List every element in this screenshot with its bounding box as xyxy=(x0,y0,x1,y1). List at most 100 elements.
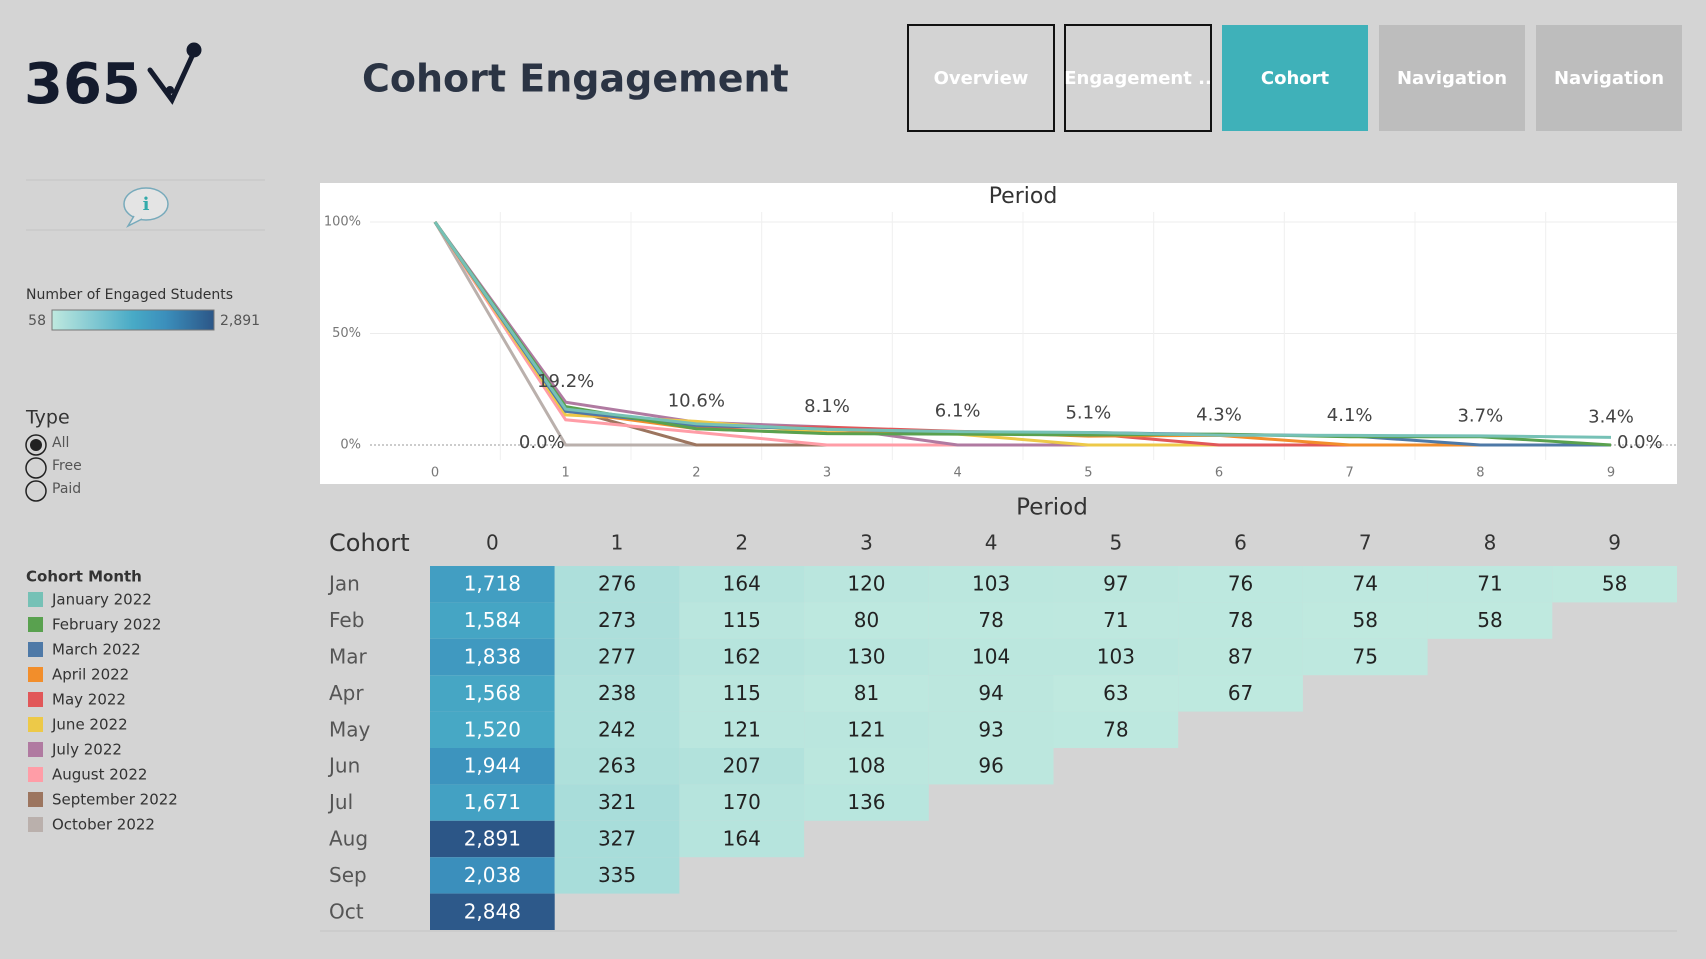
svg-text:i: i xyxy=(143,194,150,215)
legend-label: June 2022 xyxy=(51,716,128,734)
y-tick-label: 50% xyxy=(332,326,361,341)
radio-option[interactable]: Paid xyxy=(25,480,81,502)
table-cell xyxy=(804,748,929,785)
cell-value: 2,891 xyxy=(464,827,521,851)
cell-value: 2,848 xyxy=(464,899,521,923)
radio-dot[interactable] xyxy=(30,439,42,451)
cell-value: 74 xyxy=(1353,572,1378,596)
row-label: May xyxy=(329,717,371,741)
column-header: 3 xyxy=(860,531,873,555)
table-cell xyxy=(928,638,1054,676)
cell-value: 78 xyxy=(1228,608,1253,632)
legend-label: April 2022 xyxy=(52,666,129,684)
table-cell xyxy=(928,602,1054,639)
column-header: 6 xyxy=(1234,531,1247,555)
cell-value: 130 xyxy=(847,645,885,669)
table-cell xyxy=(554,784,680,821)
radio-option[interactable]: All xyxy=(25,434,69,456)
line xyxy=(433,221,1612,439)
cell-value: 277 xyxy=(598,645,636,669)
legend-title: Cohort Month xyxy=(26,568,142,586)
nav-button[interactable]: Navigation xyxy=(1379,25,1525,131)
cell-value: 80 xyxy=(854,608,879,632)
nav-button[interactable]: Engagement .. xyxy=(1064,24,1212,132)
cell-value: 75 xyxy=(1353,645,1378,669)
radio-label[interactable]: Paid xyxy=(52,481,81,497)
y-tick-label: 100% xyxy=(324,215,361,230)
nav-button[interactable]: Cohort xyxy=(1222,25,1368,131)
cell-value: 321 xyxy=(598,790,636,814)
table-cell xyxy=(679,675,805,712)
radio-label[interactable]: All xyxy=(52,435,69,451)
cell-value: 1,520 xyxy=(464,717,521,741)
legend-label: January 2022 xyxy=(51,591,152,609)
table-cell xyxy=(554,638,680,676)
row-label: Feb xyxy=(329,608,364,632)
table-cell xyxy=(554,820,680,858)
nav-button-label[interactable]: Navigation xyxy=(1554,68,1664,89)
cell-value: 335 xyxy=(598,863,636,887)
radio[interactable] xyxy=(25,457,47,479)
nav-button-bg[interactable] xyxy=(1536,25,1682,131)
nav-button-label[interactable]: Navigation xyxy=(1397,68,1507,89)
nav-button[interactable]: Navigation xyxy=(1536,25,1682,131)
table-cell xyxy=(430,566,555,603)
table-cell xyxy=(430,711,555,748)
table-cell xyxy=(928,748,1054,785)
cell-value: 263 xyxy=(598,754,636,778)
cell-value: 2,038 xyxy=(464,863,521,887)
table-cell xyxy=(1178,675,1303,712)
table-cell xyxy=(1302,602,1428,639)
table-cell xyxy=(554,602,680,639)
data-label: 10.6% xyxy=(668,390,725,411)
legend-label: September 2022 xyxy=(52,791,178,809)
row-label: Jul xyxy=(327,790,353,814)
radio-option[interactable]: Free xyxy=(25,457,82,479)
table-cell xyxy=(430,602,555,639)
cell-value: 96 xyxy=(978,754,1003,778)
nav-button-label[interactable]: Overview xyxy=(934,68,1029,89)
table-cell xyxy=(804,566,929,603)
table-cell xyxy=(679,638,805,676)
table-cell xyxy=(679,602,805,639)
cell-value: 1,838 xyxy=(464,645,521,669)
nav-button-label[interactable]: Cohort xyxy=(1261,68,1330,89)
data-label: 4.1% xyxy=(1327,405,1373,426)
x-tick-label: 5 xyxy=(1084,466,1092,481)
nav-button-bg[interactable] xyxy=(1379,25,1525,131)
radio[interactable] xyxy=(25,480,47,502)
row-header: Cohort xyxy=(329,529,410,557)
x-tick-label: 2 xyxy=(692,466,700,481)
cell-value: 115 xyxy=(723,608,761,632)
cell-value: 58 xyxy=(1477,608,1502,632)
legend-swatch xyxy=(28,792,43,807)
table-cell xyxy=(430,857,555,894)
table-cell xyxy=(1302,638,1428,676)
nav-button[interactable]: Overview xyxy=(907,24,1055,132)
cell-value: 104 xyxy=(972,645,1010,669)
table-cell xyxy=(804,602,929,639)
x-tick-label: 1 xyxy=(562,466,570,481)
nav-button-bg[interactable] xyxy=(907,24,1055,132)
legend-swatch xyxy=(28,742,43,757)
cell-value: 94 xyxy=(978,681,1003,705)
legend-label: October 2022 xyxy=(52,816,155,834)
legend-swatch xyxy=(28,592,43,607)
chart-title: Period xyxy=(989,184,1058,209)
info-icon[interactable]: i xyxy=(123,187,169,228)
x-tick-label: 6 xyxy=(1215,466,1223,481)
table-cell xyxy=(554,566,680,603)
table-cell xyxy=(804,784,929,821)
cell-value: 162 xyxy=(723,645,761,669)
cell-value: 1,584 xyxy=(464,608,521,632)
table-cell xyxy=(679,566,805,603)
radio[interactable] xyxy=(25,434,47,456)
cell-value: 81 xyxy=(854,681,879,705)
radio-label[interactable]: Free xyxy=(52,458,82,474)
nav-button-label[interactable]: Engagement .. xyxy=(1064,68,1212,89)
nav-button-bg[interactable] xyxy=(1064,24,1212,132)
table-title: Period xyxy=(1016,495,1088,521)
nav-button-bg[interactable] xyxy=(1222,25,1368,131)
column-header: 5 xyxy=(1109,531,1122,555)
legend-swatch xyxy=(28,717,43,732)
